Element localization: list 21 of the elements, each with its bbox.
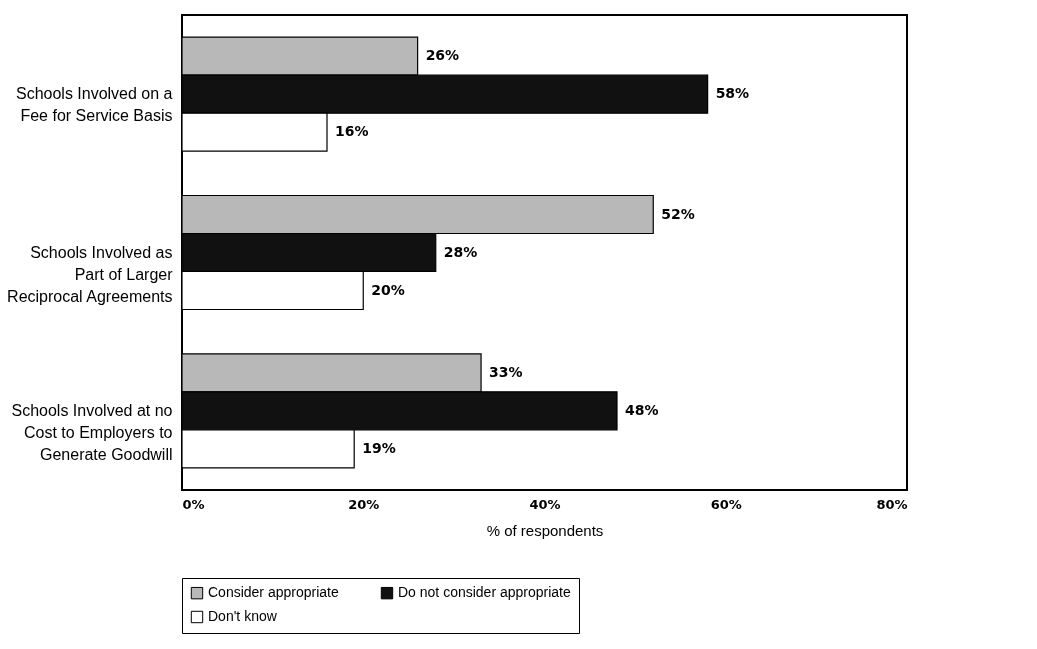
data-label: 28% (443, 243, 478, 260)
data-label: 52% (661, 205, 695, 222)
data-label: 33% (489, 363, 523, 380)
y-tick-label: Schools Involved on a Fee for Service Basis (15, 85, 173, 125)
x-tick-label: 60% (710, 496, 742, 512)
y-tick-label: Schools Involved as Part of Larger Reciprocal Agreements (7, 243, 174, 305)
data-label: 20% (371, 281, 405, 298)
x-tick-label: 40% (529, 496, 561, 512)
legend-label: Do not consider appropriate (398, 584, 571, 601)
data-label: 58% (715, 85, 750, 102)
y-tick-label: Schools Involved at no Cost to Employers to Generate Goodwill (11, 401, 173, 463)
data-label: 48% (625, 401, 659, 418)
data-label: 26% (425, 47, 460, 64)
legend-label: Don't know (208, 608, 278, 624)
data-label: 16% (335, 123, 369, 140)
x-axis-title: % of respondents (486, 521, 604, 539)
x-tick-label: 0% (182, 496, 205, 512)
legend-label: Consider appropriate (208, 584, 339, 601)
data-label: 19% (362, 439, 396, 456)
x-tick-label: 80% (876, 496, 908, 512)
x-tick-label: 20% (348, 496, 380, 512)
